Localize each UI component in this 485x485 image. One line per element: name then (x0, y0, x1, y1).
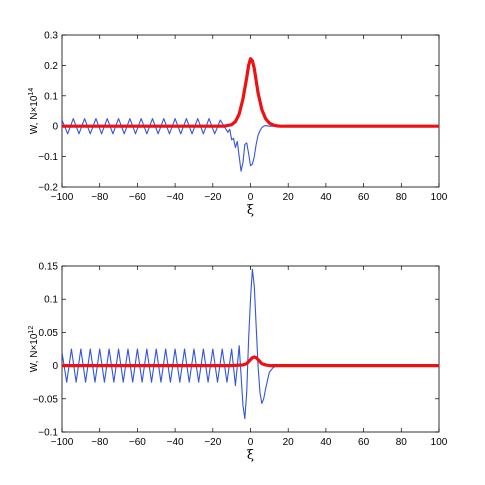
y-tick-label: 0.2 (44, 61, 58, 72)
x-tick-label: 100 (431, 192, 448, 203)
x-tick-label: 60 (358, 437, 370, 448)
y-tick-label: 0 (52, 361, 58, 372)
x-tick-label: 100 (431, 437, 448, 448)
y-tick-label: 0.15 (39, 262, 59, 273)
y-tick-label: −0.05 (33, 394, 59, 405)
x-axis-label: ξ (247, 448, 254, 463)
x-tick-label: 20 (283, 437, 295, 448)
x-tick-label: −40 (167, 192, 184, 203)
x-tick-label: 60 (358, 192, 370, 203)
x-tick-label: −60 (129, 192, 146, 203)
x-tick-label: 40 (320, 437, 332, 448)
bottom-plot: −100 −80 −60 −40 −20 0 20 40 60 80 100 −0.1 −0.05 0 0.… (28, 262, 448, 464)
red-series-line (62, 355, 439, 368)
x-tick-label: −60 (129, 437, 146, 448)
y-tick-label: 0.3 (44, 31, 58, 42)
y-tick-label: 0.1 (44, 91, 58, 102)
blue-series-line (62, 268, 439, 420)
x-tick-label: −20 (204, 192, 221, 203)
y-tick-label: −0.1 (38, 428, 58, 439)
y-axis-label-text: W, N×10 (29, 333, 40, 372)
top-plot: −100 −80 −60 −40 −20 0 20 40 60 80 100 −0.2 −0.1 0 0.1… (28, 31, 448, 219)
y-axis-label: W, N×1014 (28, 88, 40, 135)
x-tick-label: −100 (51, 192, 74, 203)
y-tick-label: 0 (52, 122, 58, 133)
x-tick-label: −20 (204, 437, 221, 448)
y-axis-label-text: W, N×10 (29, 95, 40, 134)
x-tick-label: −100 (51, 437, 74, 448)
red-series-line (62, 57, 439, 128)
x-tick-label: 0 (248, 192, 254, 203)
y-tick-label: −0.2 (38, 183, 58, 194)
x-axis-label: ξ (247, 203, 254, 218)
y-axis-label-exponent: 14 (28, 88, 35, 96)
x-tick-label: 20 (283, 192, 295, 203)
y-tick-label: −0.1 (38, 152, 58, 163)
y-axis-label: W, N×1012 (28, 326, 40, 373)
x-tick-label: 40 (320, 192, 332, 203)
x-tick-label: 80 (396, 437, 408, 448)
y-tick-label: 0.05 (39, 328, 59, 339)
y-tick-label: 0.1 (44, 295, 58, 306)
x-tick-label: −80 (91, 437, 108, 448)
y-axis-label-exponent: 12 (28, 326, 35, 334)
x-tick-label: 0 (248, 437, 254, 448)
x-tick-label: −40 (167, 437, 184, 448)
x-tick-label: −80 (91, 192, 108, 203)
x-tick-label: 80 (396, 192, 408, 203)
